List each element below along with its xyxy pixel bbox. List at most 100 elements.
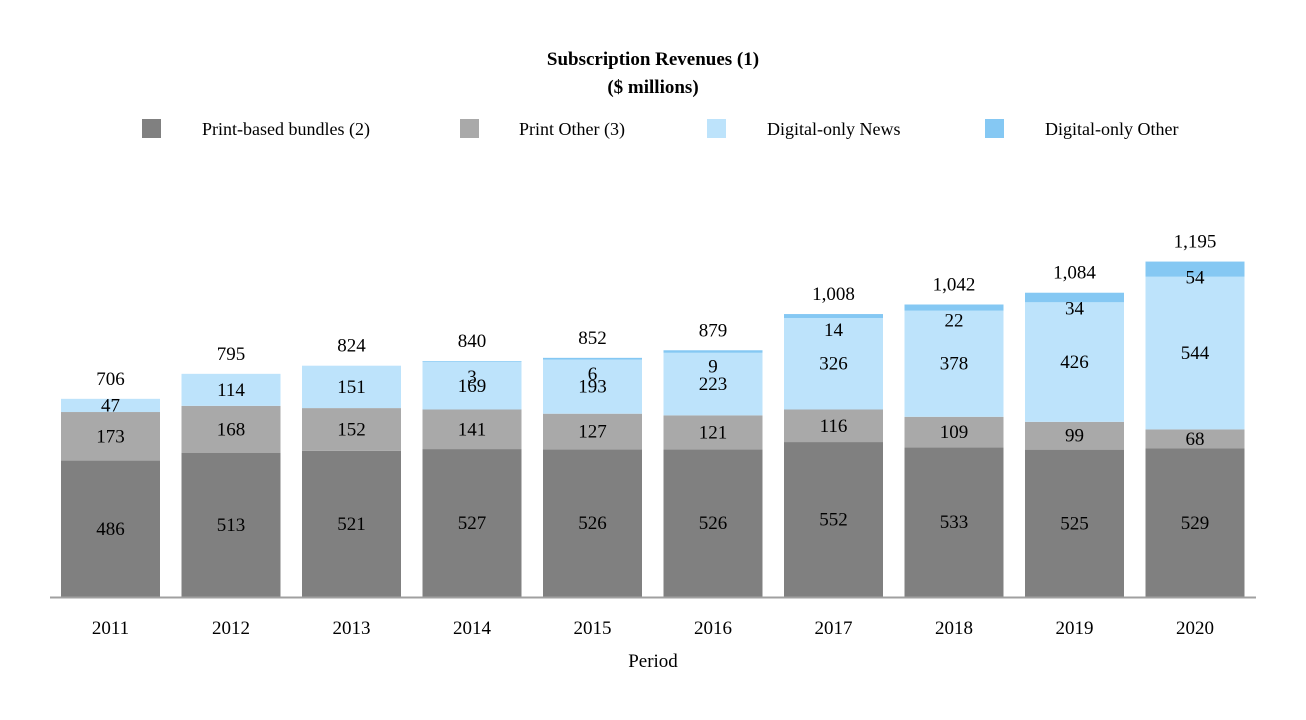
bar-print-based-bundles-2-2018 <box>904 447 1004 597</box>
data-label-digital-only-news-2019: 426 <box>1060 352 1089 373</box>
data-label-digital-only-news-2016: 223 <box>699 374 728 395</box>
chart-title-block: Subscription Revenues (1) ($ millions) <box>0 46 1306 102</box>
bar-digital-only-other-2015 <box>543 357 642 360</box>
bar-print-other-3-2018 <box>904 416 1004 448</box>
bar-print-other-3-2017 <box>784 409 883 443</box>
legend-label-print-other: Print Other (3) <box>519 119 625 139</box>
legend-swatch-print-bundles <box>142 119 161 138</box>
total-label-2015: 852 <box>578 328 607 349</box>
bar-print-based-bundles-2-2012 <box>181 453 281 597</box>
data-label-digital-only-news-2013: 151 <box>337 377 366 398</box>
data-label-digital-only-news-2014: 169 <box>458 376 487 397</box>
legend-label-digital-other: Digital-only Other <box>1045 119 1179 139</box>
bar-print-other-3-2019 <box>1025 421 1124 450</box>
data-label-print-based-bundles-2-2012: 513 <box>217 515 246 536</box>
bar-print-based-bundles-2-2014 <box>422 449 522 597</box>
data-label-print-based-bundles-2-2011: 486 <box>96 519 125 540</box>
data-label-digital-only-other-2020: 54 <box>1186 268 1206 289</box>
bar-digital-only-news-2019 <box>1025 302 1124 422</box>
bar-print-other-3-2012 <box>181 405 281 454</box>
chart-subtitle: ($ millions) <box>607 77 699 98</box>
bar-print-based-bundles-2-2020 <box>1145 448 1245 597</box>
chart-title: Subscription Revenues (1) <box>546 49 760 70</box>
total-label-2012: 795 <box>217 344 246 365</box>
data-label-print-based-bundles-2-2015: 526 <box>578 513 607 534</box>
bar-print-other-3-2014 <box>422 409 522 450</box>
data-label-print-other-3-2018: 109 <box>940 422 969 443</box>
data-label-print-other-3-2014: 141 <box>458 419 487 440</box>
data-label-print-based-bundles-2-2016: 526 <box>699 513 728 534</box>
data-label-print-other-3-2015: 127 <box>578 422 607 443</box>
legend-swatch-digital-news <box>707 119 726 138</box>
bar-digital-only-news-2012 <box>181 373 281 406</box>
bar-print-other-3-2015 <box>543 413 642 450</box>
bar-digital-only-other-2020 <box>1145 261 1245 277</box>
bar-digital-only-other-2014 <box>422 361 522 363</box>
bar-digital-only-news-2017 <box>784 317 883 410</box>
data-label-print-based-bundles-2-2014: 527 <box>458 513 487 534</box>
data-label-digital-only-news-2020: 544 <box>1181 343 1210 364</box>
bar-print-other-3-2020 <box>1145 429 1245 449</box>
data-label-digital-only-news-2012: 114 <box>217 380 245 401</box>
bar-digital-only-news-2020 <box>1145 276 1245 430</box>
bar-digital-only-news-2013 <box>302 365 401 409</box>
x-tick-label-2012: 2012 <box>212 618 250 639</box>
total-label-2017: 1,008 <box>812 284 855 305</box>
bar-digital-only-other-2016 <box>663 350 763 353</box>
total-label-2020: 1,195 <box>1174 232 1217 253</box>
x-tick-label-2017: 2017 <box>815 618 853 639</box>
bar-print-based-bundles-2-2019 <box>1025 449 1124 597</box>
legend-label-digital-news: Digital-only News <box>767 119 901 139</box>
legend-label-print-bundles: Print-based bundles (2) <box>202 119 370 139</box>
x-tick-label-2013: 2013 <box>333 618 371 639</box>
data-label-digital-only-news-2018: 378 <box>940 354 969 375</box>
bar-digital-only-other-2017 <box>784 314 883 318</box>
data-label-digital-only-news-2011: 47 <box>101 395 120 416</box>
data-label-digital-only-other-2015: 6 <box>588 364 598 385</box>
data-label-print-other-3-2013: 152 <box>337 419 366 440</box>
data-label-digital-only-other-2019: 34 <box>1065 299 1085 320</box>
data-label-digital-only-other-2017: 14 <box>824 320 844 341</box>
data-label-digital-only-other-2014: 3 <box>467 367 477 388</box>
legend-swatch-print-other <box>460 119 479 138</box>
bar-digital-only-news-2016 <box>663 352 763 416</box>
data-label-print-other-3-2016: 121 <box>699 422 728 443</box>
total-label-2019: 1,084 <box>1053 263 1096 284</box>
data-label-print-based-bundles-2-2017: 552 <box>819 510 848 531</box>
data-label-print-other-3-2012: 168 <box>217 419 246 440</box>
data-label-print-based-bundles-2-2013: 521 <box>337 514 366 535</box>
data-label-print-other-3-2017: 116 <box>820 416 848 437</box>
bar-digital-only-news-2014 <box>422 362 522 410</box>
data-label-print-other-3-2019: 99 <box>1065 426 1084 447</box>
x-axis-title: Period <box>628 651 678 672</box>
data-label-print-based-bundles-2-2019: 525 <box>1060 513 1089 534</box>
data-label-print-other-3-2011: 173 <box>96 426 125 447</box>
bar-print-based-bundles-2-2013 <box>302 450 401 597</box>
x-tick-label-2014: 2014 <box>453 618 492 639</box>
total-label-2014: 840 <box>458 331 487 352</box>
x-tick-label-2011: 2011 <box>92 618 129 639</box>
data-label-print-based-bundles-2-2018: 533 <box>940 512 969 533</box>
legend-swatch-digital-other <box>985 119 1004 138</box>
bar-digital-only-other-2018 <box>904 304 1004 311</box>
data-label-digital-only-other-2016: 9 <box>708 356 718 377</box>
bar-digital-only-other-2019 <box>1025 292 1124 303</box>
x-tick-label-2016: 2016 <box>694 618 732 639</box>
total-label-2016: 879 <box>699 320 728 341</box>
bar-digital-only-news-2011 <box>61 398 160 413</box>
bar-print-other-3-2013 <box>302 408 401 451</box>
data-label-digital-only-news-2015: 193 <box>578 377 607 398</box>
x-tick-label-2018: 2018 <box>935 618 973 639</box>
bar-print-based-bundles-2-2017 <box>784 442 883 597</box>
bar-digital-only-news-2018 <box>904 310 1004 417</box>
total-label-2018: 1,042 <box>933 275 976 296</box>
total-label-2011: 706 <box>96 369 125 390</box>
x-tick-label-2020: 2020 <box>1176 618 1214 639</box>
total-label-2013: 824 <box>337 336 366 357</box>
bar-print-based-bundles-2-2015 <box>543 449 642 597</box>
bar-print-other-3-2011 <box>61 412 160 461</box>
data-label-print-other-3-2020: 68 <box>1186 429 1205 450</box>
bar-digital-only-news-2015 <box>543 359 642 414</box>
x-tick-label-2019: 2019 <box>1056 618 1094 639</box>
